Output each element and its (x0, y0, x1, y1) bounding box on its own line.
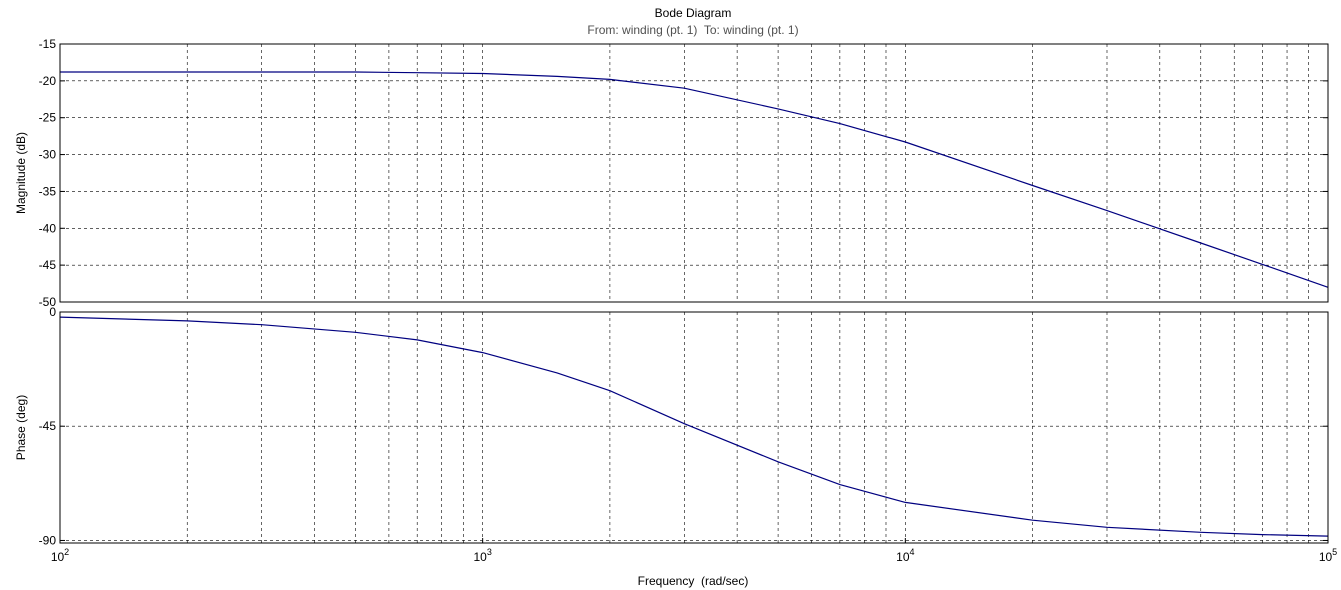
phase-y-tick-label: -90 (39, 533, 57, 547)
magnitude-y-tick-label: -40 (39, 221, 57, 235)
x-tick-label: 103 (473, 547, 491, 564)
phase-y-tick-label: 0 (49, 305, 56, 319)
magnitude-y-tick-label: -35 (39, 184, 57, 198)
x-tick-label: 105 (1319, 547, 1337, 564)
magnitude-y-tick-label: -50 (39, 295, 57, 309)
phase-panel: 0 -45 -90 Phase (deg) (14, 305, 1329, 547)
x-tick-label: 104 (896, 547, 914, 564)
phase-axes-box (59, 311, 1329, 544)
magnitude-y-tick-label: -45 (39, 258, 57, 272)
magnitude-panel: -15 -20 -25 -30 -35 -40 -45 -50 Magnitude (dB) (14, 37, 1329, 309)
phase-y-tick-label: -45 (39, 419, 57, 433)
phase-y-axis-label: Phase (deg) (14, 395, 28, 460)
x-axis-label: Frequency (rad/sec) (638, 574, 749, 588)
magnitude-y-tick-label: -15 (39, 37, 57, 51)
x-tick-labels: 102 103 104 105 (51, 538, 1337, 564)
x-tick-label: 102 (51, 547, 69, 564)
magnitude-y-axis-label: Magnitude (dB) (14, 132, 28, 214)
magnitude-axes-box (59, 43, 1329, 303)
magnitude-plot-area (60, 44, 1328, 302)
phase-series-line (59, 316, 1329, 537)
magnitude-y-tick-label: -20 (39, 74, 57, 88)
chart-title: Bode Diagram (655, 6, 732, 20)
magnitude-y-tick-label: -25 (39, 111, 57, 125)
magnitude-series-line (60, 71, 1329, 288)
magnitude-y-tick-label: -30 (39, 148, 57, 162)
chart-subtitle: From: winding (pt. 1) To: winding (pt. 1… (587, 23, 798, 37)
